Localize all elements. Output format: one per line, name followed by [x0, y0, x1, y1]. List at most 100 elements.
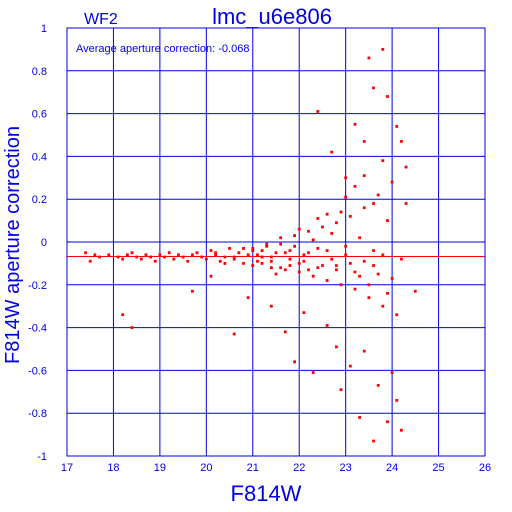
scatter-point	[339, 283, 343, 287]
scatter-point	[293, 244, 296, 248]
x-tick-label: 21	[247, 462, 259, 474]
scatter-point	[330, 150, 334, 154]
scatter-point	[376, 383, 380, 387]
scatter-point	[358, 236, 361, 240]
scatter-point	[395, 398, 399, 402]
scatter-point	[293, 234, 296, 237]
scatter-point	[348, 262, 352, 265]
scatter-point	[316, 247, 320, 250]
scatter-point	[265, 244, 269, 248]
x-tick-label: 19	[154, 462, 166, 474]
plot-frame	[66, 27, 486, 457]
scatter-point	[223, 262, 227, 265]
scatter-point	[269, 266, 273, 270]
scatter-point	[367, 56, 371, 60]
frame-layer	[66, 27, 486, 457]
scatter-point	[158, 253, 162, 257]
scatter-point	[163, 255, 166, 259]
scatter-point	[307, 229, 310, 233]
scatter-point	[251, 264, 255, 267]
scatter-point	[321, 264, 324, 267]
x-axis-label: F814W	[231, 481, 302, 506]
scatter-point	[214, 251, 218, 255]
scatter-point	[390, 371, 394, 374]
scatter-point	[404, 165, 408, 169]
scatter-point	[186, 259, 190, 263]
scatter-point	[251, 249, 255, 252]
scatter-point	[260, 249, 264, 252]
scatter-point	[372, 86, 375, 90]
scatter-point	[209, 249, 213, 252]
scatter-point	[376, 272, 380, 276]
point-layer	[84, 48, 417, 443]
scatter-point	[98, 255, 101, 259]
chart-subtitle: WF2	[84, 11, 118, 28]
x-tick-label: 17	[61, 462, 73, 474]
scatter-point	[353, 287, 357, 291]
scatter-point	[362, 349, 366, 353]
scatter-point	[334, 221, 338, 225]
scatter-point	[395, 313, 399, 317]
x-tick-label: 26	[479, 462, 491, 474]
scatter-point	[279, 236, 283, 240]
scatter-point	[125, 253, 129, 257]
y-tick-label: 0.8	[32, 66, 47, 78]
tick-layer: 17 18 19 20 21 22 23 24 25 26 -1 -0.8 -0.6 -0.4 -0.2 0 0…	[28, 23, 491, 474]
y-tick-label: -1	[37, 451, 47, 463]
y-tick-label: -0.6	[28, 365, 47, 377]
scatter-point	[269, 304, 273, 308]
scatter-point	[386, 291, 389, 295]
scatter-point	[297, 270, 301, 274]
scatter-point	[130, 251, 134, 255]
scatter-point	[260, 255, 264, 259]
scatter-point	[381, 304, 385, 308]
scatter-point	[242, 262, 245, 265]
y-axis-label: F814W aperture correction	[2, 126, 24, 364]
scatter-point	[413, 289, 417, 293]
scatter-point	[353, 122, 357, 126]
scatter-point	[93, 253, 97, 257]
scatter-point	[283, 268, 287, 272]
scatter-point	[311, 371, 315, 374]
scatter-point	[191, 289, 194, 293]
scatter-point	[107, 253, 111, 257]
scatter-point	[395, 125, 399, 128]
scatter-point	[325, 249, 329, 252]
scatter-point	[293, 360, 296, 364]
chart-title: lmc_u6e806	[212, 4, 332, 29]
x-tick-label: 24	[386, 462, 398, 474]
scatter-point	[381, 48, 385, 51]
y-tick-label: 0.6	[32, 109, 47, 121]
scatter-point	[362, 174, 366, 178]
y-tick-label: 0	[41, 237, 47, 249]
y-tick-label: 0.4	[32, 151, 47, 163]
scatter-point	[116, 255, 120, 259]
y-tick-label: -0.8	[28, 408, 47, 420]
scatter-point	[232, 255, 236, 259]
scatter-point	[232, 257, 236, 261]
scatter-point	[339, 210, 343, 214]
scatter-point	[362, 140, 366, 143]
scatter-point	[348, 214, 352, 218]
scatter-point	[121, 257, 125, 261]
scatter-point	[288, 257, 292, 261]
scatter-point	[353, 270, 357, 274]
scatter-point	[177, 253, 180, 257]
scatter-point	[381, 253, 385, 257]
scatter-point	[325, 324, 329, 327]
scatter-point	[400, 428, 403, 432]
scatter-point	[307, 251, 310, 255]
scatter-point	[283, 330, 287, 334]
scatter-point	[344, 253, 348, 257]
scatter-point	[200, 255, 204, 259]
scatter-point	[302, 311, 306, 315]
x-tick-label: 23	[340, 462, 352, 474]
scatter-point	[246, 296, 250, 300]
scatter-point	[121, 313, 125, 317]
scatter-point	[223, 255, 227, 259]
scatter-point	[242, 247, 245, 250]
scatter-point	[376, 193, 380, 197]
scatter-point	[297, 262, 301, 265]
scatter-point	[195, 251, 199, 255]
